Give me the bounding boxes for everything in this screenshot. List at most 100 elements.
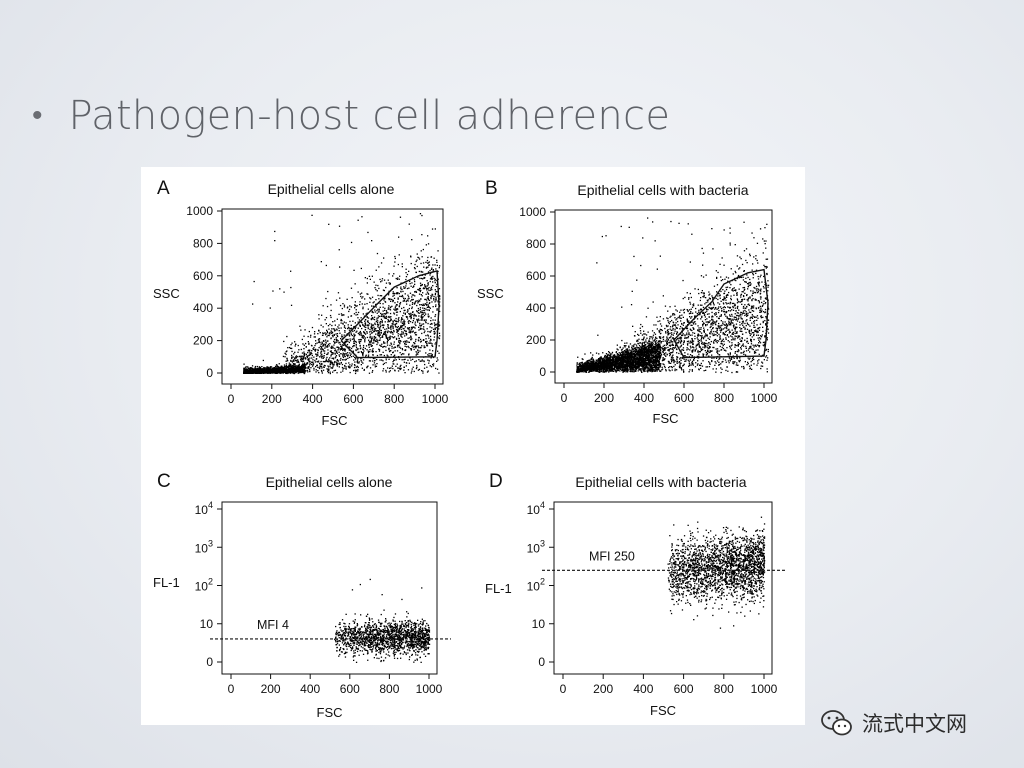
scatter-point [321,342,323,344]
scatter-point [406,303,408,305]
scatter-point [655,368,657,370]
scatter-point [366,303,368,305]
scatter-point [377,342,379,344]
scatter-point [394,357,396,359]
scatter-point [277,367,279,370]
scatter-point [398,337,400,339]
scatter-point [268,372,271,374]
scatter-point [340,313,343,315]
scatter-point [265,371,268,374]
scatter-point [385,334,387,337]
scatter-point [390,343,393,345]
scatter-point [416,320,419,322]
scatter-point [303,335,305,337]
scatter-point [430,276,433,278]
scatter-point [624,350,627,352]
scatter-point [433,339,435,341]
scatter-point [359,330,361,333]
scatter-point [419,282,422,284]
scatter-point [275,369,277,371]
scatter-point [342,303,344,305]
scatter-point [427,288,429,290]
scatter-point [337,340,339,342]
scatter-point [271,369,274,371]
scatter-point [298,371,300,373]
scatter-point [352,330,354,333]
scatter-point [418,289,420,291]
scatter-point [385,313,387,315]
scatter-point [298,363,300,365]
scatter-point [393,265,395,267]
scatter-point [422,262,425,264]
scatter-point [395,277,397,280]
scatter-point [359,325,361,327]
y-tick-label: 800 [193,236,213,250]
scatter-point [436,309,438,311]
scatter-point [380,312,382,315]
scatter-point [369,333,371,335]
scatter-point [295,355,298,357]
scatter-point [303,363,306,365]
scatter-point [349,366,351,368]
scatter-point [367,326,369,328]
scatter-point [427,322,429,325]
scatter-point [311,353,313,355]
scatter-point [356,361,358,363]
scatter-point [407,300,409,302]
scatter-point [428,309,430,311]
scatter-point [329,314,332,317]
scatter-point [382,363,384,366]
scatter-point [362,306,364,308]
scatter-point [303,356,305,358]
scatter-point [297,372,299,374]
scatter-point [350,324,352,326]
scatter-point [356,359,359,361]
scatter-point [382,310,384,312]
scatter-point [376,343,378,346]
scatter-point [408,322,410,324]
scatter-point [350,241,353,244]
scatter-point [396,293,399,295]
scatter-point [370,343,372,345]
scatter-point [311,345,313,347]
scatter-point [343,355,345,357]
scatter-point [426,280,428,282]
scatter-point [317,339,320,341]
y-tick-label: 1000 [186,204,213,218]
scatter-point [244,370,246,372]
scatter-point [436,264,438,267]
scatter-point [339,332,341,334]
scatter-point [359,301,361,303]
scatter-point [274,370,276,372]
scatter-point [432,350,434,352]
scatter-point [438,324,441,326]
y-tick-label: 0 [206,366,213,380]
scatter-point [321,367,323,369]
scatter-point [373,339,375,341]
scatter-point [255,371,257,373]
scatter-point [328,369,330,371]
scatter-point [401,266,403,268]
scatter-point [375,351,377,353]
scatter-point [381,343,383,345]
scatter-point [322,357,324,359]
scatter-point [369,367,372,369]
scatter-point [368,372,371,374]
scatter-point [399,275,401,277]
scatter-point [359,334,361,336]
scatter-point [393,341,395,343]
scatter-point [390,342,392,344]
scatter-point [638,338,640,340]
scatter-point [353,338,355,340]
scatter-point [371,275,373,277]
scatter-point [426,366,428,368]
scatter-point [436,291,438,293]
scatter-point [376,319,378,321]
scatter-point [426,299,428,301]
scatter-point [396,331,398,333]
scatter-point [425,298,427,301]
scatter-point [430,338,432,340]
scatter-point [375,303,377,306]
scatter-point [341,314,343,317]
scatter-point [399,346,401,348]
